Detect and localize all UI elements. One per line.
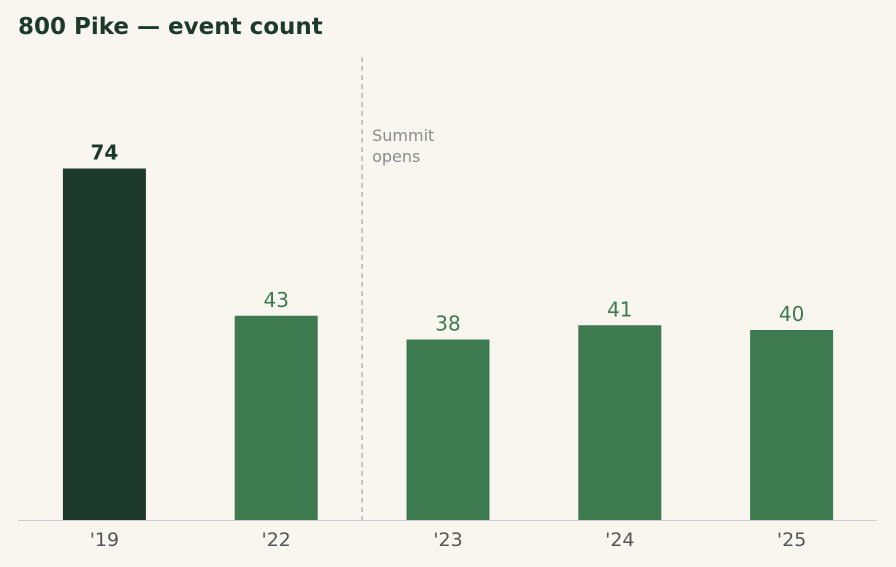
chart-title: 800 Pike — event count <box>18 14 323 40</box>
bar-2 <box>406 339 490 520</box>
annotation-text-0-1: opens <box>372 147 420 166</box>
value-label-4: 40 <box>779 302 804 326</box>
value-label-1: 43 <box>263 288 288 312</box>
bars-group <box>62 168 834 520</box>
value-label-3: 41 <box>607 297 632 321</box>
annotation-text-0-0: Summit <box>372 126 434 145</box>
x-tick-labels-group: '19 '22 '23 '24 '25 <box>90 529 807 551</box>
bar-1 <box>234 315 318 520</box>
annotation-group: Summit opens <box>361 57 434 520</box>
value-labels-group: 74 43 38 41 40 <box>90 141 804 336</box>
x-tick-label-2: '23 <box>433 529 462 551</box>
x-tick-label-0: '19 <box>90 529 119 551</box>
value-label-2: 38 <box>435 312 460 336</box>
x-tick-label-4: '25 <box>777 529 806 551</box>
bar-0 <box>62 168 146 520</box>
bar-4 <box>750 330 834 520</box>
x-tick-label-3: '24 <box>605 529 634 551</box>
value-label-0: 74 <box>90 141 118 165</box>
bar-3 <box>578 325 662 520</box>
x-tick-label-1: '22 <box>261 529 290 551</box>
